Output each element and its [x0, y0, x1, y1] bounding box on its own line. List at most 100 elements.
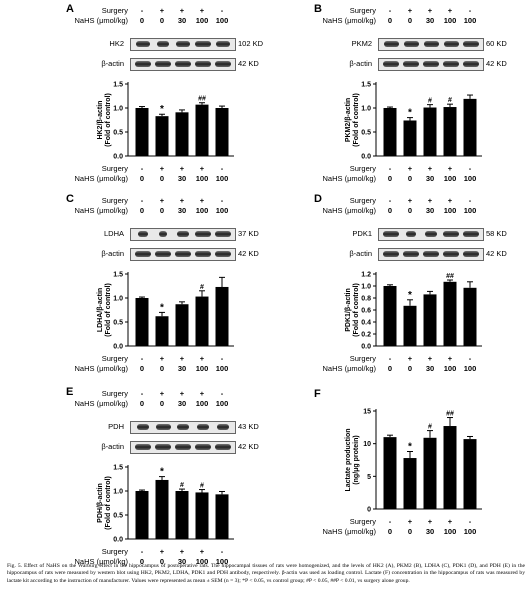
significance-mark: #	[180, 482, 184, 489]
blot-band	[383, 251, 399, 257]
panel-letter: C	[66, 193, 74, 205]
surgery-label: Surgery	[101, 164, 128, 173]
bar	[155, 479, 169, 539]
blot-band	[383, 231, 399, 237]
bar	[423, 437, 437, 509]
nahs-value: 30	[177, 399, 187, 408]
bar	[463, 98, 477, 156]
blot-band	[463, 61, 479, 67]
blot-band	[175, 251, 191, 257]
surgery-value: +	[427, 6, 433, 15]
panel-letter: B	[314, 3, 322, 15]
bar	[155, 316, 169, 346]
nahs-value: 100	[463, 364, 477, 373]
blot-protein-label: β-actin	[101, 59, 124, 68]
nahs-value: 100	[195, 206, 209, 215]
blot-protein-label: β-actin	[101, 442, 124, 451]
blot-band	[383, 61, 399, 67]
bar	[155, 116, 169, 156]
y-tick-label: 0.0	[113, 154, 123, 161]
blot-band	[195, 444, 211, 450]
nahs-value: 0	[387, 206, 393, 215]
y-tick-label: 0.6	[361, 308, 371, 315]
nahs-value: 0	[159, 206, 165, 215]
nahs-value: 100	[215, 174, 229, 183]
bar	[215, 108, 229, 156]
y-tick-label: 0.4	[361, 320, 371, 327]
bar	[463, 439, 477, 509]
blot-kd-label: 42 KD	[238, 249, 259, 258]
blot-band	[423, 41, 439, 47]
bar	[175, 304, 189, 346]
blot-band	[217, 424, 229, 430]
significance-mark: #	[428, 424, 432, 431]
blot-image	[378, 228, 484, 241]
surgery-value: -	[468, 6, 472, 15]
nahs-value: 100	[215, 399, 229, 408]
surgery-value: +	[447, 164, 453, 173]
bar	[443, 107, 457, 156]
blot-band	[443, 61, 459, 67]
y-tick-label: 0.0	[361, 344, 371, 351]
nahs-label: NaHS (μmol/kg)	[74, 557, 129, 566]
bar	[463, 287, 477, 346]
y-tick-label: 0.5	[113, 130, 123, 137]
bar	[443, 426, 457, 509]
surgery-value: +	[199, 164, 205, 173]
blot-band	[159, 231, 167, 237]
surgery-value: +	[447, 354, 453, 363]
blot-band	[443, 41, 459, 47]
y-tick-label: 5	[367, 474, 371, 481]
y-tick-label: 0.5	[361, 130, 371, 137]
bar	[195, 296, 209, 346]
panel-letter: F	[314, 388, 321, 400]
blot-band	[215, 61, 231, 67]
surgery-value: +	[199, 354, 205, 363]
significance-mark: *	[408, 108, 412, 119]
nahs-label: NaHS (μmol/kg)	[74, 206, 129, 215]
bar	[403, 458, 417, 509]
nahs-label: NaHS (μmol/kg)	[322, 364, 377, 373]
nahs-value: 0	[139, 206, 145, 215]
nahs-value: 100	[195, 399, 209, 408]
surgery-value: -	[140, 164, 144, 173]
blot-band	[215, 444, 231, 450]
nahs-value: 100	[463, 206, 477, 215]
y-tick-label: 1.5	[361, 82, 371, 89]
bar	[175, 112, 189, 156]
nahs-value: 100	[215, 364, 229, 373]
surgery-value: -	[468, 517, 472, 526]
y-axis-label: LDHA/β-actin(Fold of control)	[97, 283, 112, 337]
bar	[403, 120, 417, 156]
nahs-value: 30	[425, 364, 435, 373]
blot-row: PDH 43 KD	[62, 421, 302, 435]
nahs-value: 0	[407, 364, 413, 373]
blot-band	[215, 231, 231, 237]
nahs-value: 100	[195, 16, 209, 25]
figure-caption: Fig. 5. Effect of NaHS on the Warburg ef…	[7, 563, 525, 584]
y-tick-label: 1.5	[113, 465, 123, 472]
surgery-value: +	[407, 196, 413, 205]
nahs-label: NaHS (μmol/kg)	[74, 174, 129, 183]
bar	[383, 286, 397, 346]
nahs-value: 30	[425, 174, 435, 183]
bar	[215, 494, 229, 539]
nahs-value: 100	[215, 206, 229, 215]
surgery-value: +	[407, 517, 413, 526]
significance-mark: *	[408, 290, 412, 301]
blot-row: β-actin 42 KD	[62, 248, 302, 262]
blot-protein-label: PKM2	[351, 39, 372, 48]
surgery-value: -	[468, 164, 472, 173]
bar	[383, 108, 397, 156]
surgery-value: +	[447, 6, 453, 15]
significance-mark: *	[160, 302, 164, 313]
surgery-value: +	[159, 354, 165, 363]
nahs-value: 0	[139, 399, 145, 408]
significance-mark: ##	[446, 411, 454, 418]
blot-band	[195, 61, 211, 67]
blot-band	[175, 61, 191, 67]
